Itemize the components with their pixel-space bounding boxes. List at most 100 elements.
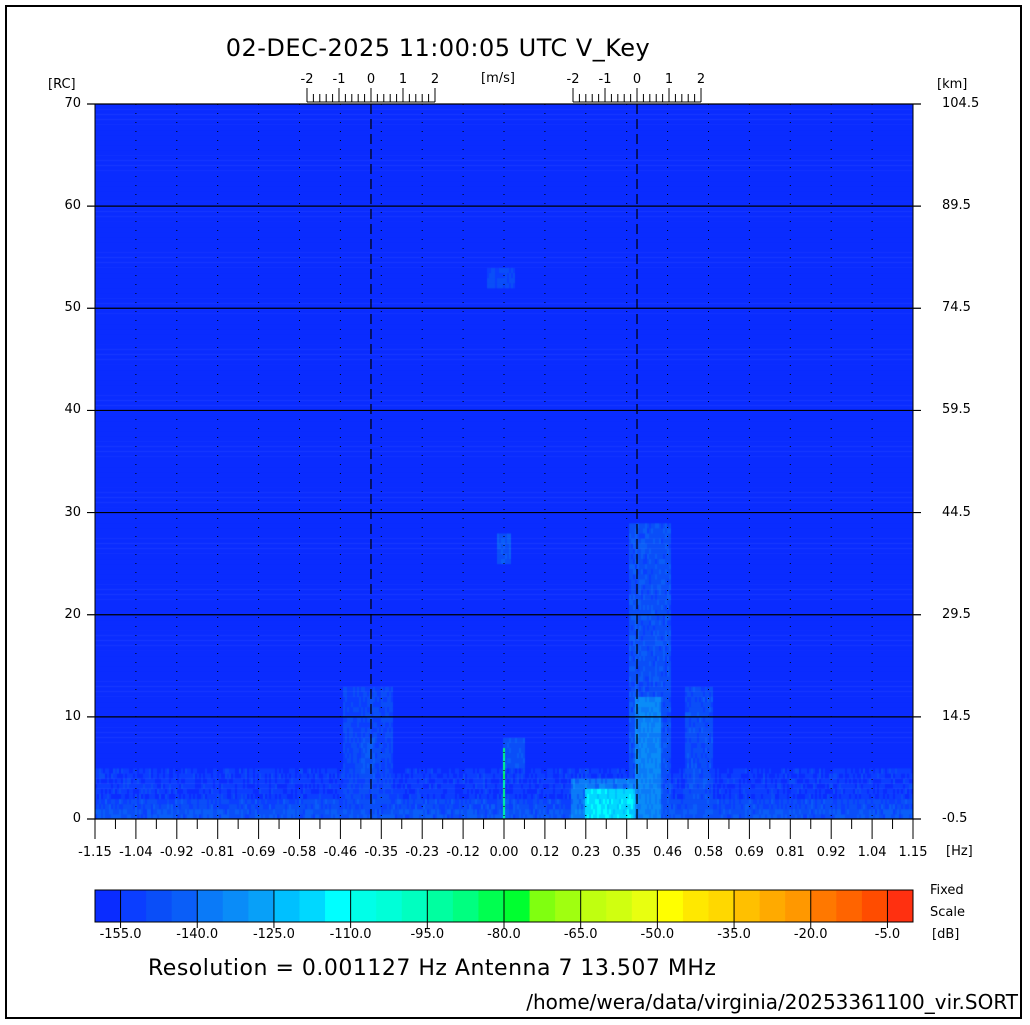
spectrum-heatmap (95, 104, 913, 819)
velocity-tick-label: 0 (632, 72, 642, 87)
velocity-tick-label: -2 (300, 72, 314, 87)
y-tick-label-right: 59.5 (942, 402, 971, 418)
x-axis-label: [Hz] (946, 844, 973, 859)
colorbar-bin (171, 890, 198, 922)
colorbar-tick-label: -65.0 (563, 927, 598, 942)
chart-title: 02-DEC-2025 11:00:05 UTC V_Key (225, 34, 651, 62)
colorbar-tick-label: -5.0 (874, 927, 901, 942)
y-tick-label-left: 50 (64, 300, 81, 316)
colorbar-bin (657, 890, 684, 922)
colorbar-tick-label: -80.0 (487, 927, 521, 942)
file-path: /home/wera/data/virginia/20253361100_vir… (526, 990, 1018, 1014)
y-tick-label-left: 10 (64, 708, 81, 724)
x-tick-label: 1.15 (898, 845, 928, 860)
velocity-tick-label: -1 (332, 72, 346, 87)
colorbar-bin (734, 890, 761, 922)
colorbar-tick-label: -95.0 (410, 927, 445, 942)
velocity-tick-label: -2 (566, 72, 580, 87)
colorbar-label-scale: Scale (930, 905, 965, 920)
x-tick-label: 0.00 (489, 845, 519, 860)
colorbar-bin (861, 890, 888, 922)
colorbar-bin (350, 890, 377, 922)
velocity-tick-label: 1 (664, 72, 674, 87)
colorbar-bin (759, 890, 786, 922)
velocity-tick-label: 2 (430, 72, 440, 87)
velocity-tick-label: 1 (398, 72, 408, 87)
colorbar-tick-label: -50.0 (640, 927, 675, 942)
y-tick-label-left: 0 (72, 811, 81, 826)
x-tick-label: 0.46 (653, 845, 683, 860)
colorbar-bin (452, 890, 479, 922)
colorbar-bin (478, 890, 505, 922)
velocity-tick-label: -1 (598, 72, 612, 87)
colorbar-bin (555, 890, 582, 922)
y-tick-label-right: 29.5 (942, 606, 971, 622)
colorbar-bin (606, 890, 633, 922)
colorbar-bin (836, 890, 863, 922)
y-tick-label-right: 104.5 (942, 96, 980, 111)
colorbar-unit: [dB] (932, 927, 960, 942)
y-tick-label-left: 40 (64, 402, 81, 418)
y-tick-label-right: 89.5 (942, 198, 971, 214)
x-tick-label: -0.92 (159, 845, 194, 860)
velocity-tick-label: 0 (366, 72, 376, 87)
y-tick-label-right: 14.5 (942, 708, 971, 724)
colorbar-bin (682, 890, 709, 922)
colorbar-bin (887, 890, 914, 922)
figure-frame (5, 5, 1022, 1019)
x-tick-label: 0.35 (612, 845, 642, 860)
colorbar-bin (376, 890, 403, 922)
colorbar-label-fixed: Fixed (930, 883, 964, 898)
colorbar-bin (504, 890, 531, 922)
colorbar-border (94, 889, 914, 923)
colorbar-tick-label: -125.0 (252, 927, 295, 942)
y-tick-label-right: -0.5 (942, 811, 968, 826)
colorbar-tick-label: -155.0 (99, 927, 142, 942)
plot-border (94, 103, 914, 820)
colorbar-bin (146, 890, 173, 922)
x-tick-label: 0.58 (694, 845, 723, 860)
x-tick-label: -0.12 (446, 845, 480, 860)
colorbar-tick-label: -110.0 (329, 927, 372, 942)
x-tick-label: -0.46 (323, 845, 358, 860)
x-tick-label: 0.23 (571, 845, 601, 860)
x-tick-label: -0.69 (241, 845, 276, 860)
y-tick-label-left: 30 (64, 504, 81, 520)
x-tick-label: 0.69 (734, 845, 764, 860)
colorbar-tick-label: -140.0 (176, 927, 219, 942)
x-tick-label: -1.04 (119, 845, 153, 860)
y-tick-label-left: 70 (64, 96, 81, 111)
colorbar-bin (810, 890, 837, 922)
x-tick-label: 0.92 (816, 845, 846, 860)
colorbar-tick-label: -35.0 (717, 927, 751, 942)
colorbar-bin (631, 890, 658, 922)
x-tick-label: -0.58 (282, 845, 317, 860)
colorbar-bin (427, 890, 454, 922)
x-tick-label: 0.12 (530, 845, 560, 860)
colorbar-bin (95, 890, 122, 922)
colorbar-bin (401, 890, 428, 922)
colorbar-bin (325, 890, 352, 922)
y-tick-label-left: 60 (64, 198, 81, 214)
colorbar-bin (299, 890, 326, 922)
colorbar-bin (222, 890, 249, 922)
x-tick-label: 0.81 (775, 845, 805, 860)
y-axis-right-label: [km] (937, 77, 968, 92)
x-tick-label: -1.15 (78, 845, 112, 860)
x-tick-label: -0.23 (405, 845, 439, 860)
colorbar-bin (580, 890, 607, 922)
top-axis-label: [m/s] (481, 71, 515, 86)
colorbar-bin (273, 890, 300, 922)
velocity-tick-label: 2 (696, 72, 706, 87)
x-tick-label: -0.81 (200, 845, 235, 860)
colorbar-bin (529, 890, 556, 922)
colorbar-bin (248, 890, 275, 922)
colorbar-tick-label: -20.0 (793, 927, 828, 942)
resolution-info: Resolution = 0.001127 Hz Antenna 7 13.50… (148, 956, 717, 981)
colorbar-bin (120, 890, 147, 922)
colorbar-bin (708, 890, 735, 922)
y-axis-left-label: [RC] (48, 77, 76, 92)
colorbar-bin (197, 890, 224, 922)
y-tick-label-left: 20 (64, 606, 81, 622)
